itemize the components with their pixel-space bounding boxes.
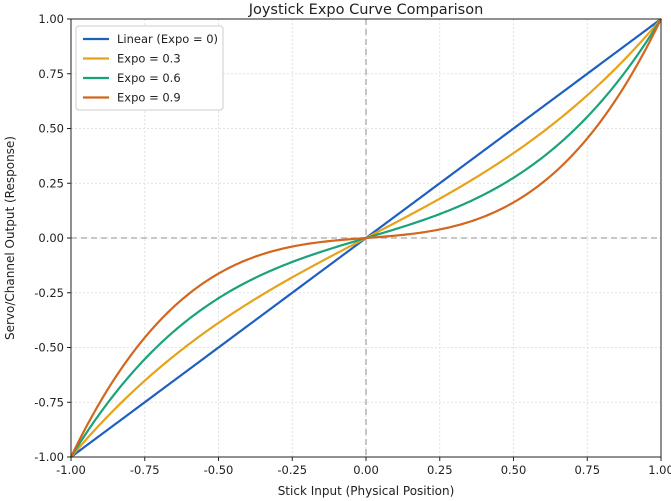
x-tick-label: -0.25 — [277, 463, 307, 477]
x-tick-label: 0.00 — [353, 463, 379, 477]
x-tick-label: 0.50 — [501, 463, 527, 477]
y-tick-label: 1.00 — [38, 12, 64, 26]
legend-entry-label: Expo = 0.3 — [117, 52, 181, 66]
series-line — [70, 18, 662, 458]
x-tick-label: -0.50 — [204, 463, 234, 477]
y-tick-label: 0.00 — [38, 231, 64, 245]
series-layer — [70, 18, 662, 458]
x-tick-label: 0.75 — [574, 463, 600, 477]
y-axis-ticks: -1.00 -0.75 -0.50 -0.25 0.00 0.25 0.50 0.75 1.00 — [34, 12, 71, 464]
y-axis-label: Servo/Channel Output (Response) — [3, 136, 17, 340]
y-tick-label: 0.75 — [38, 67, 64, 81]
legend-box — [75, 25, 224, 111]
x-axis-label: Stick Input (Physical Position) — [278, 484, 455, 498]
legend-items: Linear (Expo = 0) Expo = 0.3 Expo = 0.6 Exp… — [83, 32, 218, 105]
x-tick-label: 1.00 — [648, 463, 671, 477]
y-tick-label: -0.75 — [34, 395, 64, 409]
x-tick-label: -1.00 — [56, 463, 86, 477]
x-axis-ticks: -1.00 -0.75 -0.50 -0.25 0.00 0.25 0.50 0.75 1.00 — [56, 457, 671, 477]
x-tick-label: 0.25 — [427, 463, 453, 477]
legend-entry-label: Linear (Expo = 0) — [117, 32, 218, 46]
y-tick-label: 0.25 — [38, 176, 64, 190]
x-tick-label: -0.75 — [130, 463, 160, 477]
legend-entry-label: Expo = 0.6 — [117, 71, 181, 85]
legend-entry-label: Expo = 0.9 — [117, 91, 181, 105]
chart-title: Joystick Expo Curve Comparison — [248, 2, 484, 18]
legend: Linear (Expo = 0) Expo = 0.3 Expo = 0.6 Exp… — [75, 25, 224, 111]
y-tick-label: -0.25 — [34, 286, 64, 300]
y-tick-label: -1.00 — [34, 450, 64, 464]
y-tick-label: -0.50 — [34, 341, 64, 355]
y-tick-label: 0.50 — [38, 122, 64, 136]
